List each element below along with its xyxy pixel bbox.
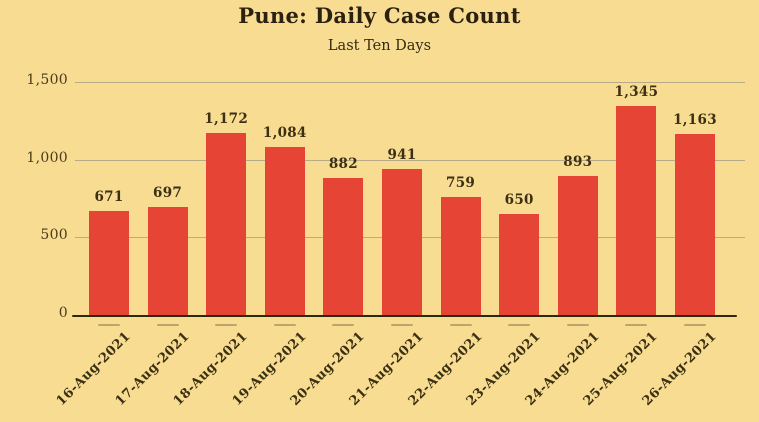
x-axis-tick (391, 324, 413, 326)
bar-value-label: 882 (328, 155, 358, 172)
bar (89, 210, 129, 315)
x-axis-tick (625, 324, 648, 326)
bar (499, 214, 540, 315)
gridline (75, 82, 745, 83)
bar (675, 134, 715, 315)
bar-value-label: 671 (94, 188, 124, 205)
bar-value-label: 893 (563, 154, 593, 171)
bar-value-label: 1,163 (673, 112, 717, 129)
y-tick-label: 1,000 (26, 149, 68, 166)
bar (616, 106, 657, 315)
x-axis-tick (215, 324, 238, 326)
y-tick-label: 500 (40, 227, 68, 244)
x-axis-line (72, 315, 737, 317)
x-axis-tick (273, 324, 296, 326)
bar-value-label: 759 (446, 175, 476, 192)
bar-value-label: 1,345 (614, 84, 659, 101)
bar (206, 132, 247, 315)
chart-title: Pune: Daily Case Count (238, 3, 521, 28)
x-axis-tick (332, 324, 355, 326)
bar-value-label: 941 (387, 146, 417, 163)
chart-subtitle: Last Ten Days (327, 38, 432, 54)
bar (440, 197, 481, 315)
x-axis-tick (566, 324, 589, 326)
bar-value-label: 697 (153, 184, 183, 201)
bar (557, 176, 598, 315)
x-axis-tick (98, 324, 120, 326)
bar (382, 168, 422, 315)
x-axis-tick (156, 324, 179, 326)
bar-value-label: 1,084 (262, 124, 307, 141)
bar (147, 206, 188, 315)
y-tick-label: 0 (58, 305, 68, 321)
y-tick-label: 1,500 (26, 72, 68, 88)
bar (323, 177, 364, 315)
bar (264, 146, 305, 315)
bar-value-label: 1,172 (204, 110, 249, 127)
bar-value-label: 650 (504, 192, 534, 209)
x-axis-tick (449, 324, 472, 326)
x-axis-tick (508, 324, 531, 326)
x-axis-tick (684, 324, 706, 326)
gridline (75, 159, 745, 161)
